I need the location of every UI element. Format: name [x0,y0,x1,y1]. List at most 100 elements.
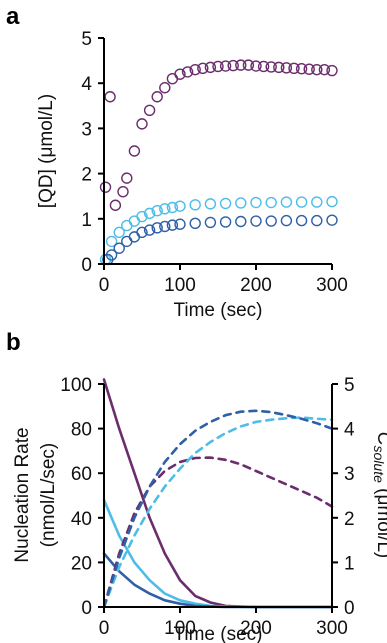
panel-a-point-s1-2 [113,226,125,239]
panel-a-point-s1-4 [128,215,141,227]
panel-a-point-s1-15 [250,196,262,209]
panel-a-point-s0-8 [151,91,163,103]
panel-a-point-s0-5 [128,145,141,157]
panel-b-x-tick-label: 0 [99,618,110,639]
panel-b-y2-label: Csolute (μmol/L) [371,432,387,558]
panel-a-point-s0-29 [311,63,323,76]
panel-label-a: a [6,3,20,30]
panel-b-line-dashed-5 [102,409,334,609]
panel-a-point-s1-5 [136,210,148,223]
panel-b-y2-tick-label: 3 [344,464,355,485]
panel-a-point-s0-0 [99,181,112,193]
panel-a-y-tick-label: 2 [81,165,92,186]
panel-b-y2-tick-label: 5 [344,375,355,396]
panel-a-point-s0-24 [273,61,285,74]
panel-a-point-s0-23 [265,61,277,73]
panel-b-y-label-line1: Nucleation Rate [12,427,33,562]
panel-b-y2-tick-label: 2 [344,509,355,530]
panel-a-point-s2-5 [136,226,148,239]
panel-a: a 0 100 200 300 0 1 2 3 4 5 Time (sec) [QD] (μmol… [6,3,348,321]
panel-a-point-s2-8 [159,220,171,233]
panel-a-y-tick-label: 5 [81,29,92,50]
panel-b-marks [102,378,334,609]
panel-a-point-s1-14 [235,197,247,209]
panel-b-y-label-line2: (nmol/L/sec) [38,443,59,548]
panel-b-y-tick-label: 0 [81,598,92,619]
panel-a-point-s2-14 [235,215,247,228]
panel-a-point-s2-18 [295,214,308,227]
panel-a-x-label: Time (sec) [173,300,262,321]
panel-a-point-s0-17 [219,60,232,72]
panel-a-point-s1-9 [166,201,179,214]
panel-a-x-tick-label: 0 [99,275,110,296]
panel-a-point-s0-3 [117,185,129,198]
panel-a-point-s0-7 [143,104,156,117]
panel-a-point-s2-3 [121,235,133,248]
panel-b-y2-label-sub: solute [371,446,387,484]
panel-a-point-s0-19 [235,59,247,71]
panel-a-point-s1-17 [280,196,293,208]
panel-a-point-s0-4 [121,172,133,184]
panel-a-point-s2-19 [311,214,323,227]
panel-a-point-s2-16 [265,215,277,227]
panel-a-point-s0-9 [159,82,171,94]
panel-a-point-s0-10 [166,72,179,85]
panel-a-point-s1-10 [174,200,186,212]
panel-a-point-s1-13 [219,197,232,210]
panel-a-point-s2-17 [280,214,293,227]
panel-a-point-s0-12 [181,66,194,78]
panel-a-point-s1-7 [151,204,163,217]
panel-a-point-s2-7 [151,222,163,234]
panel-b-y2-tick-label: 0 [344,598,355,619]
panel-a-y-tick-label: 1 [81,210,92,231]
panel-a-y-tick-label: 3 [81,119,92,140]
panel-a-point-s1-8 [159,203,171,215]
panel-a-point-s0-30 [318,63,331,76]
panel-a-point-s1-6 [143,207,156,220]
panel-a-point-s2-2 [113,242,125,254]
panel-a-point-s0-1 [104,91,116,103]
panel-a-point-s0-26 [288,62,300,74]
panel-a-point-s2-13 [219,216,232,228]
panel-a-point-s0-2 [109,199,122,211]
panel-a-point-s2-9 [166,219,179,231]
panel-a-point-s2-1 [105,249,118,261]
panel-b-y-tick-label: 100 [60,375,92,396]
panel-a-point-s2-4 [128,231,141,243]
panel-a-point-s0-25 [280,62,293,74]
panel-a-point-s0-16 [212,60,224,73]
panel-b-line-dashed-3 [102,456,334,609]
panel-label-b: b [6,329,21,356]
panel-a-marks [99,59,338,266]
panel-a-y-tick-label: 0 [81,255,92,276]
panel-a-point-s2-20 [326,214,338,226]
panel-a-point-s0-21 [250,60,262,72]
panel-b-x-tick-label: 200 [240,618,272,639]
panel-b-y-tick-label: 60 [71,464,92,485]
panel-a-point-s0-20 [242,59,255,71]
panel-a-point-s0-14 [197,62,209,74]
panel-a-point-s1-18 [295,196,308,208]
panel-a-point-s1-20 [326,195,338,208]
panel-a-point-s1-11 [189,199,201,211]
panel-a-point-s1-12 [204,198,217,210]
panel-a-point-s0-15 [204,61,217,74]
panel-b-line-solid-1 [102,498,334,609]
panel-b-x-label: Time (sec) [173,624,262,643]
panel-a-point-s2-11 [189,217,201,230]
panel-a-point-s0-11 [174,68,186,80]
panel-b-y-tick-label: 20 [71,553,92,574]
panel-a-point-s1-1 [105,235,118,248]
panel-a-point-s1-16 [265,196,277,209]
panel-a-point-s2-15 [250,215,262,227]
panel-a-point-s2-12 [204,216,217,229]
panel-a-point-s0-6 [136,118,148,130]
panel-b-y-tick-label: 40 [71,509,92,530]
panel-a-y-label: [QD] (μmol/L) [36,94,57,208]
panel-b-x-tick-label: 300 [316,618,348,639]
panel-a-point-s0-28 [303,63,315,75]
panel-b-line-dashed-4 [102,416,334,609]
